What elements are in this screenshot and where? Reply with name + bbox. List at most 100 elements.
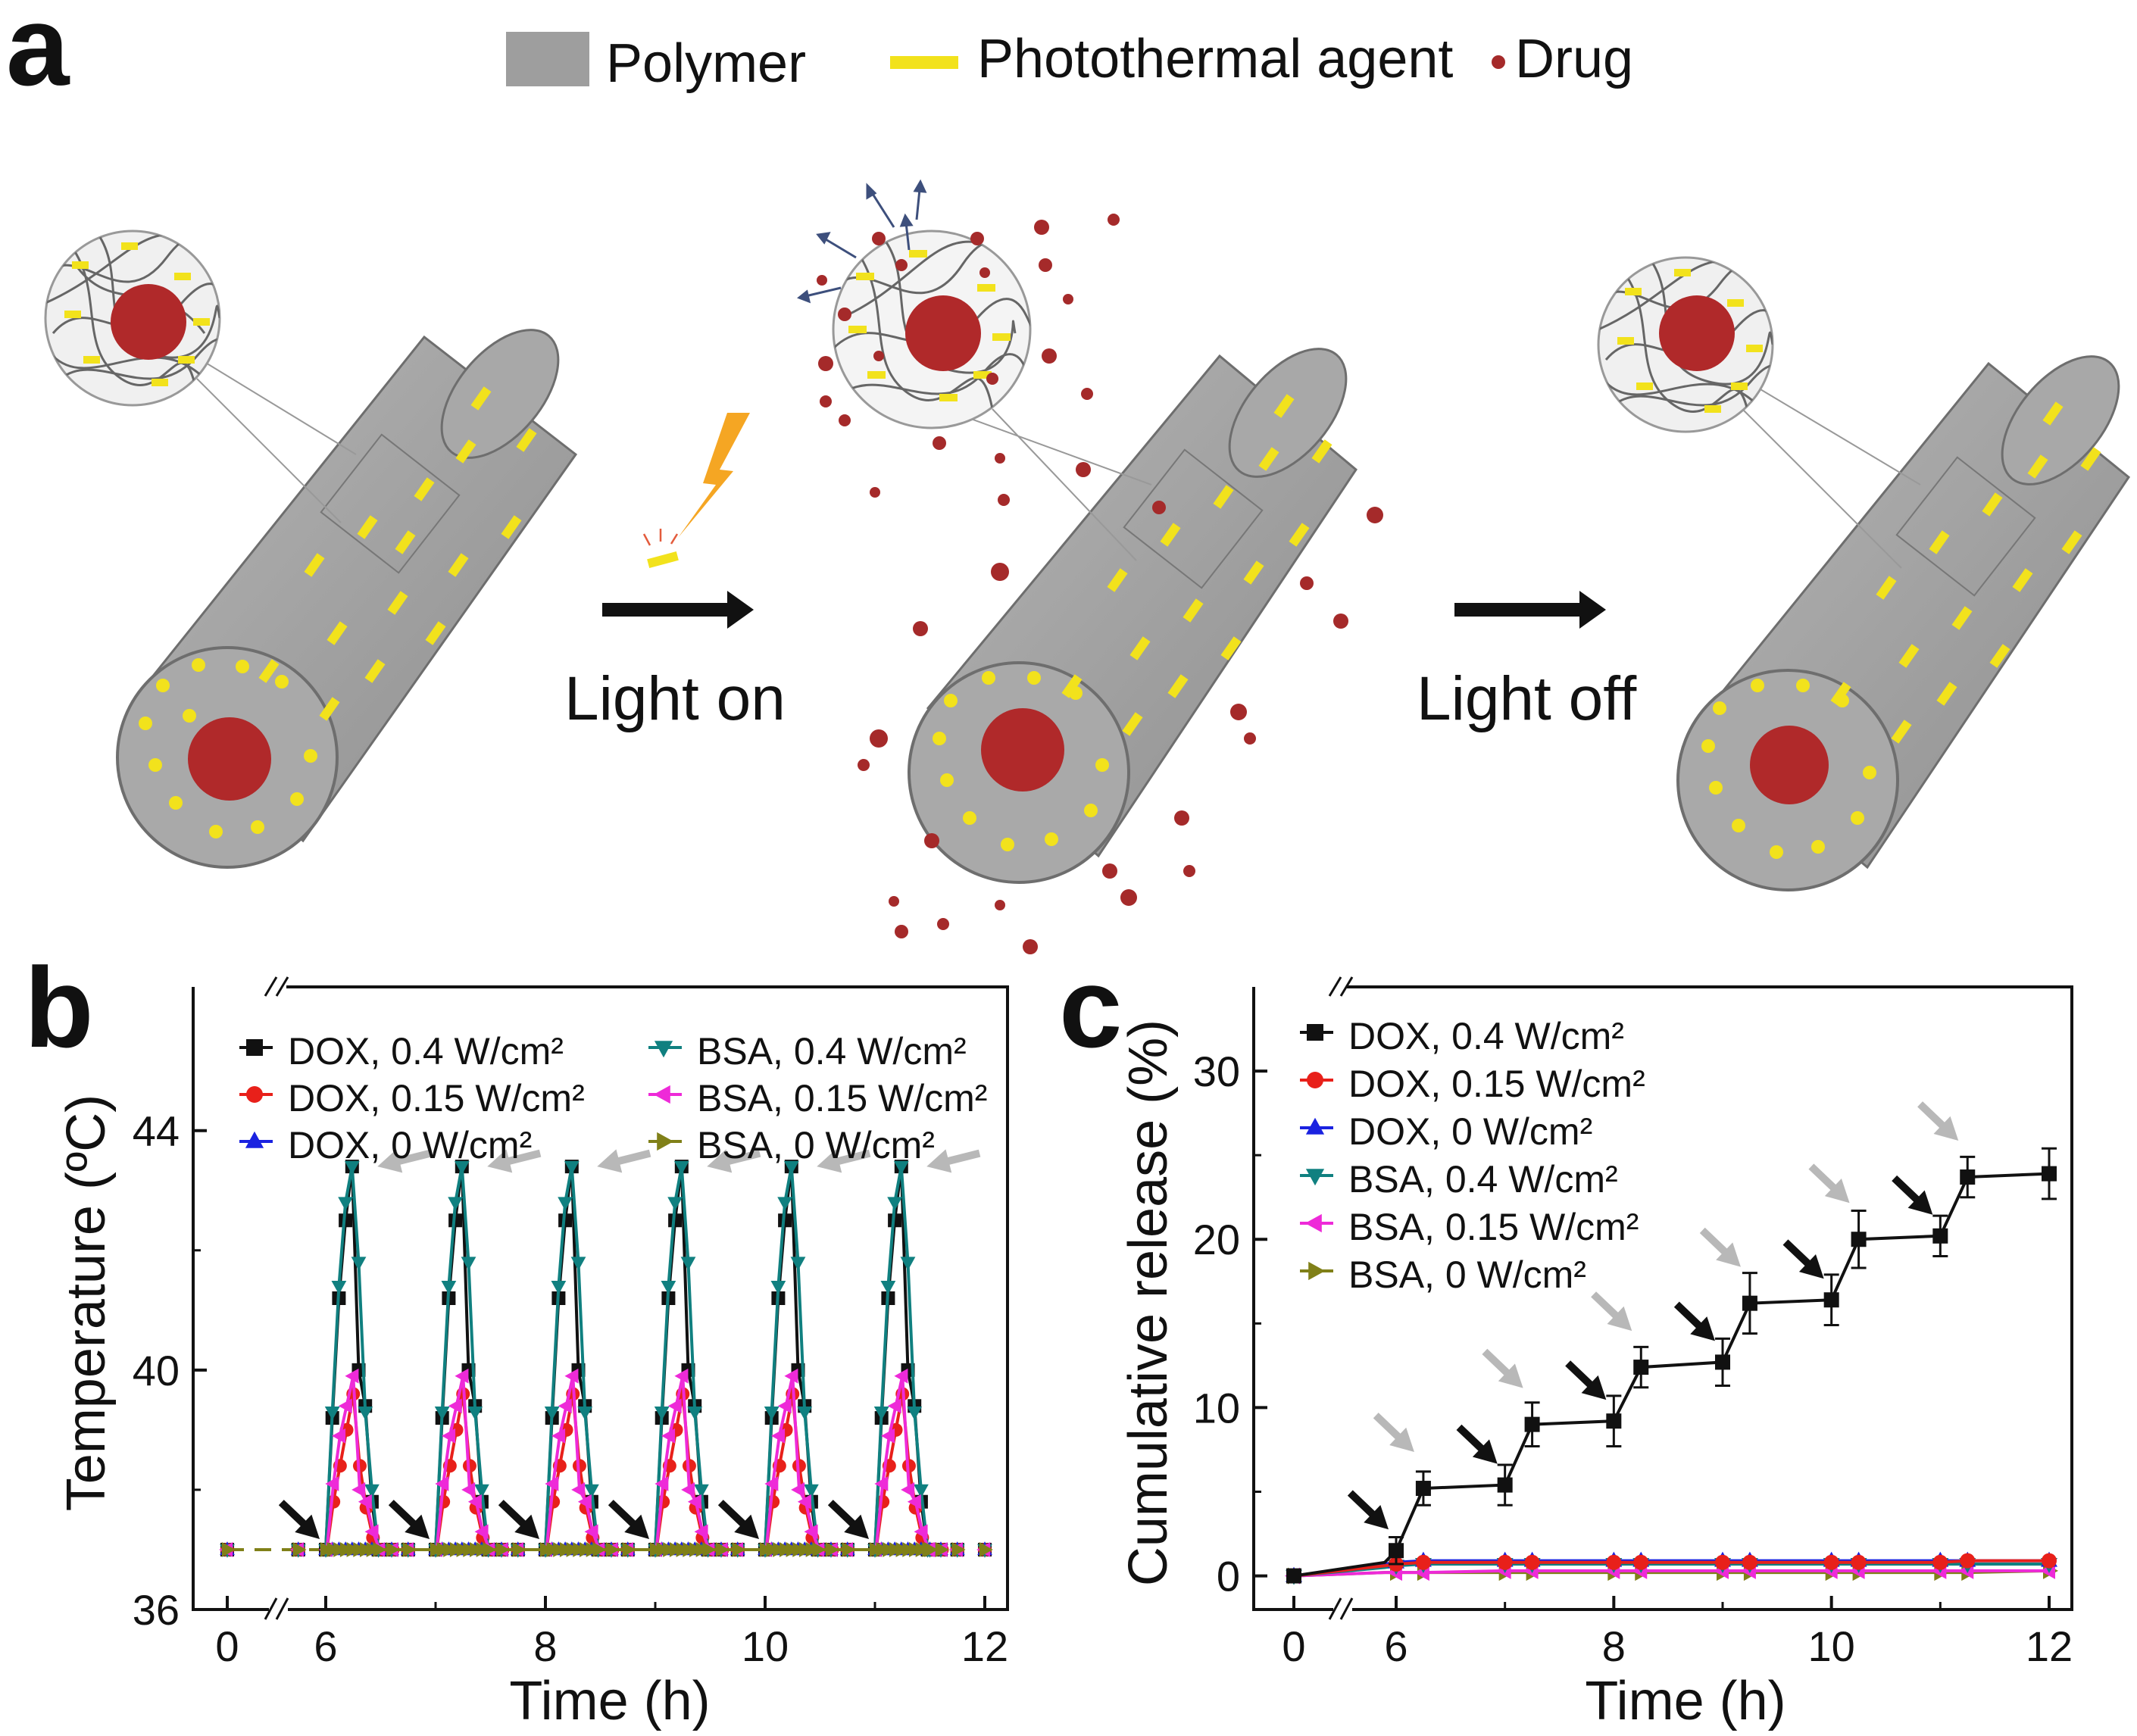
legend-label-bsa_015: BSA, 0.15 W/cm² [697,1077,987,1119]
chart-c-point-dox_015 [1415,1554,1431,1570]
chart-b-point-bsa_015 [797,1494,811,1510]
chart-b-light-off-arrow-head [487,1149,513,1173]
zoom-inset-before [44,229,221,407]
chart-b-point-bsa_015 [771,1428,786,1444]
chart-b-point-bsa_015 [584,1524,598,1540]
legend-marker-dox_015 [1307,1072,1323,1088]
chart-b-base-point-bsa_0 [512,1542,526,1557]
zoom-drug-core [1659,295,1735,371]
chart-b-light-on-arrow-head [624,1514,649,1539]
chart-b-point-bsa_015 [667,1398,682,1414]
chart-b-point-bsa_04 [544,1406,560,1420]
fiber-core-drug [188,717,271,801]
chart-b-point-bsa_04 [783,1160,799,1175]
chart-b-point-bsa_04 [584,1484,599,1498]
chart-b-point-bsa_0 [812,1542,826,1557]
legend-drug-swatch [1492,55,1505,69]
chart-b-light-off-arrow [377,1149,432,1173]
chart-b-light-off-arrow-head [707,1149,733,1173]
chart-c-ytick-label: 10 [1193,1384,1240,1432]
chart-c-point-dox_04 [1742,1295,1757,1311]
chart-c-light-on-arrow [1456,1424,1498,1464]
chart-b-point-bsa_04 [564,1160,580,1175]
chart-c-ytick-label: 0 [1217,1553,1240,1600]
chart-b-point-bsa_015 [681,1482,695,1497]
chart-b-point-bsa_015 [764,1476,779,1491]
legend-marker-bsa_0 [1308,1261,1326,1281]
chart-b-light-on-arrow-head [844,1514,869,1539]
legend-label-bsa_04: BSA, 0.4 W/cm² [1348,1158,1618,1201]
chart-b-point-bsa_04 [577,1406,593,1420]
chart-b-xtick-label: 0 [215,1622,239,1670]
chart-c-light-on-arrow-head [1581,1375,1607,1400]
chart-c-point-dox_015 [1497,1554,1513,1570]
chart-c-ylabel: Cumulative release (%) [1118,1019,1179,1586]
chart-c-point-dox_015 [1823,1554,1839,1570]
chart-c-point-dox_04 [1524,1416,1540,1432]
chart-b-point-bsa_04 [790,1257,806,1271]
chart-b-point-bsa_015 [687,1494,701,1510]
fiber-core-drug [1750,726,1829,804]
chart-b-point-bsa_015 [564,1368,579,1384]
chart-b-point-bsa_015 [551,1428,566,1444]
chart-b-point-bsa_04 [364,1484,380,1498]
chart-c-release: Cumulative release (%) Time (h) 0 6 8 10 12 0… [1118,976,2073,1731]
chart-b-point-bsa_04 [880,1280,896,1294]
chart-b-ytick-label: 44 [133,1107,180,1155]
chart-b-point-bsa_04 [687,1406,703,1420]
chart-c-light-off-arrow [1699,1227,1741,1267]
chart-c-light-on-arrow [1782,1239,1824,1279]
legend-label-bsa_0: BSA, 0 W/cm² [697,1124,935,1166]
chart-b-light-off-arrow [597,1149,651,1173]
light-off-step: Light off [1417,591,1637,733]
chart-b-point-bsa_015 [545,1476,559,1491]
chart-b-light-on-arrow-head [295,1514,320,1539]
chart-c-light-on-arrow [1673,1301,1715,1341]
chart-c-point-dox_04 [1633,1360,1649,1375]
chart-c-light-on-arrow-head [1690,1316,1715,1341]
chart-b-point-bsa_015 [332,1428,346,1444]
panel-label-b: b [24,944,94,1071]
chart-b-base-point-bsa_0 [842,1542,856,1557]
fiber-core-drug [981,708,1064,792]
chart-b-point-bsa_04 [907,1406,923,1420]
chart-b-point-bsa_04 [570,1257,586,1271]
chart-b-point-bsa_04 [694,1484,709,1498]
chart-c-point-dox_015 [1715,1554,1730,1570]
chart-b-temperature: Temperature (ºC) Time (h) 0 6 8 10 12364044 … [56,976,1009,1731]
chart-b-point-bsa_015 [777,1398,792,1414]
legend-agent-swatch [890,56,958,69]
chart-b-light-off-arrow-head [817,1149,842,1173]
chart-c-light-on-arrow-head [1364,1504,1389,1530]
chart-c-light-off-arrow-head [1389,1427,1414,1453]
chart-b-light-off-arrow [817,1149,871,1173]
legend-agent-label: Photothermal agent [977,29,1453,89]
chart-b-point-bsa_04 [667,1197,683,1211]
chart-b-base-point-bsa_0 [732,1542,746,1557]
chart-c-axis-frame [1252,985,2073,1611]
chart-b-ytick-label: 36 [133,1586,180,1634]
chart-c-light-on-arrow-head [1798,1254,1824,1279]
chart-b-light-on-arrow [827,1500,869,1539]
chart-b-point-bsa_04 [454,1160,470,1175]
chart-c-top-break [1328,976,1354,997]
chart-b-point-bsa_015 [338,1398,352,1414]
chart-b-light-on-arrow [717,1500,759,1539]
chart-b-point-bsa_04 [344,1160,360,1175]
chart-c-ytick-label: 20 [1193,1216,1240,1263]
legend-marker-dox_015 [246,1086,263,1103]
chart-b-base-point-bsa_0 [221,1542,236,1557]
chart-b-light-on-arrow [388,1500,430,1539]
chart-b-point-bsa_015 [461,1482,476,1497]
chart-b-point-bsa_0 [483,1542,497,1557]
light-off-label: Light off [1417,664,1637,733]
chart-b-point-bsa_04 [804,1484,819,1498]
panel-label-c: c [1059,944,1122,1071]
chart-c-light-off-arrow-head [1933,1116,1959,1141]
chart-b-point-bsa_015 [655,1476,669,1491]
chart-b-point-bsa_015 [325,1476,339,1491]
chart-b-point-bsa_015 [351,1482,366,1497]
chart-b-point-bsa_015 [558,1398,572,1414]
panel-label-a: a [6,0,70,109]
chart-b-light-off-arrow-head [926,1149,952,1173]
